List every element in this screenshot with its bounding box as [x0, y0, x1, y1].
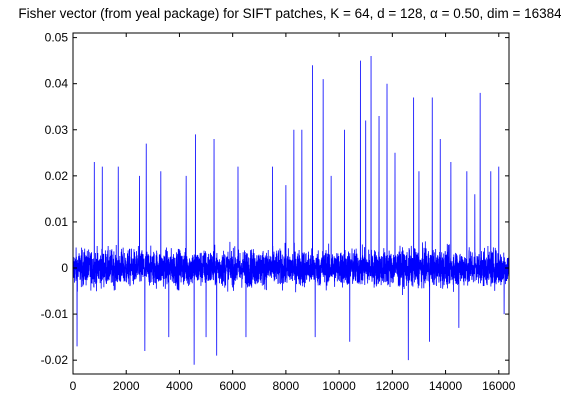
series-line — [73, 56, 509, 365]
y-tick-label: 0.05 — [45, 31, 69, 45]
x-tick-label: 2000 — [113, 379, 140, 393]
x-tick-label: 14000 — [429, 379, 463, 393]
y-tick-label: 0.04 — [45, 77, 69, 91]
y-tick-label: -0.01 — [41, 307, 69, 321]
ticks-layer: 0 2000 4000 6000 8000 10000 12000 14000 16000 -0.… — [41, 31, 516, 393]
x-tick-label: 10000 — [322, 379, 356, 393]
plot-frame — [72, 32, 510, 375]
y-tick-label: 0.02 — [45, 169, 69, 183]
x-tick-label: 16000 — [482, 379, 516, 393]
y-tick-label: 0.01 — [45, 215, 69, 229]
plot-background — [73, 33, 509, 374]
x-tick-label: 4000 — [166, 379, 193, 393]
y-tick-label: 0 — [61, 261, 68, 275]
series-layer — [73, 56, 509, 365]
y-tick-label: 0.03 — [45, 123, 69, 137]
x-tick-label: 8000 — [273, 379, 300, 393]
chart-title: Fisher vector (from yeal package) for SI… — [18, 6, 561, 21]
x-tick-label: 0 — [70, 379, 77, 393]
x-tick-label: 6000 — [219, 379, 246, 393]
y-tick-label: -0.02 — [41, 353, 69, 367]
x-tick-label: 12000 — [376, 379, 410, 393]
